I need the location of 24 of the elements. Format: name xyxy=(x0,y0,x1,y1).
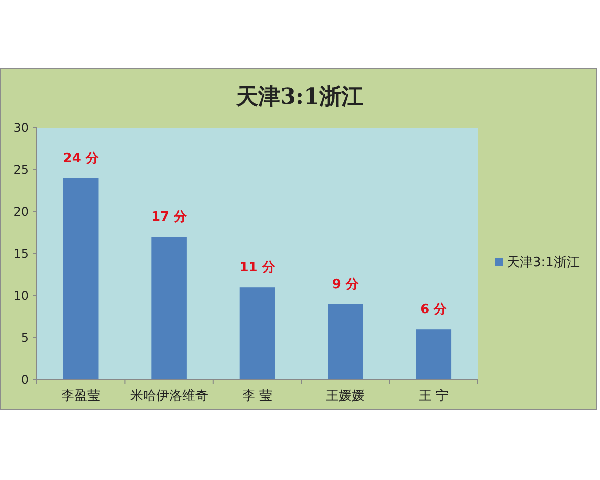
bar xyxy=(63,178,99,380)
text: 11 分 xyxy=(240,260,276,276)
legend-label: 天津3:1浙江 xyxy=(507,256,580,271)
bar xyxy=(240,288,276,380)
y-tick-label: 25 xyxy=(14,163,29,178)
text: 6 分 xyxy=(420,302,448,318)
y-tick-label: 0 xyxy=(21,373,29,388)
y-tick-label: 30 xyxy=(14,121,29,136)
x-tick-label: 王 宁 xyxy=(418,388,449,404)
y-tick-label: 15 xyxy=(14,247,29,262)
text: 17 分 xyxy=(151,210,188,226)
y-tick-label: 20 xyxy=(14,205,29,220)
bar xyxy=(152,237,187,380)
y-tick-label: 10 xyxy=(14,289,29,304)
bar xyxy=(328,304,364,380)
chart-title: 天津3:1浙江 xyxy=(236,84,364,110)
x-tick-label: 米哈伊洛维奇 xyxy=(130,389,208,404)
text: 24 分 xyxy=(63,151,99,166)
bar xyxy=(416,330,452,380)
y-tick-label: 5 xyxy=(21,331,29,346)
x-tick-label: 李盈莹 xyxy=(62,389,101,404)
text: 9 分 xyxy=(332,277,359,292)
x-tick-label: 王媛媛 xyxy=(326,389,366,404)
x-tick-label: 李 莹 xyxy=(242,389,273,404)
